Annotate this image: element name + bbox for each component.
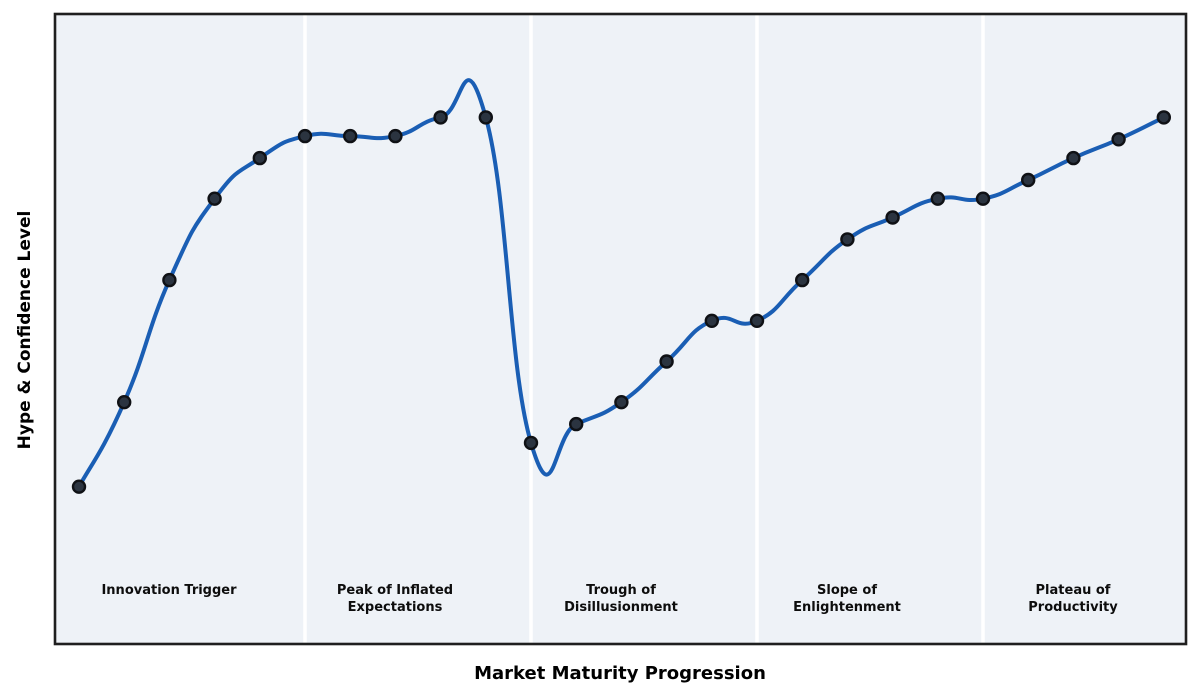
phase-label-text: Peak of Inflated	[336, 583, 454, 598]
data-point-marker	[704, 313, 719, 328]
data-point-marker	[749, 313, 765, 328]
phase-label-text: Plateau of	[1035, 583, 1111, 598]
phase-label-text: Disillusionment	[564, 600, 678, 615]
data-point-marker	[343, 128, 358, 144]
data-point-marker	[297, 128, 313, 144]
y-axis-title: Hype & Confidence Level	[15, 210, 35, 450]
data-point-marker	[162, 272, 177, 288]
data-point-marker	[659, 354, 674, 369]
phase-label-peak-of-inflated-expectations: Peak of Inflated Expectations	[285, 582, 505, 616]
plot-background	[55, 14, 1186, 644]
phase-label-text: Expectations	[347, 600, 443, 615]
data-point-marker	[840, 232, 855, 247]
data-point-marker	[1111, 132, 1126, 147]
data-point-marker	[388, 128, 403, 144]
data-point-marker	[614, 395, 629, 410]
phase-label-text: Innovation Trigger	[101, 583, 237, 598]
data-point-marker	[207, 191, 222, 206]
data-point-marker	[1156, 110, 1172, 125]
phase-label-trough-of-disillusionment: Trough of Disillusionment	[511, 582, 731, 616]
data-point-marker	[1020, 172, 1036, 188]
data-point-marker	[1066, 150, 1081, 166]
data-point-marker	[478, 110, 493, 125]
phase-label-text: Enlightenment	[793, 600, 901, 615]
plot-border	[53, 12, 1188, 646]
data-point-marker	[569, 416, 584, 432]
phase-label-slope-of-enlightenment: Slope of Enlightenment	[737, 582, 957, 616]
data-point-markers	[71, 110, 1172, 494]
data-point-marker	[71, 479, 87, 494]
data-point-marker	[930, 191, 945, 206]
data-point-marker	[523, 435, 539, 451]
data-point-marker	[975, 191, 991, 206]
data-point-marker	[885, 210, 900, 225]
data-point-marker	[433, 110, 448, 125]
phase-label-text: Slope of	[817, 583, 877, 598]
hype-curve	[77, 78, 1166, 489]
x-axis-title: Market Maturity Progression	[474, 663, 766, 684]
phase-label-text: Productivity	[1028, 600, 1118, 615]
data-point-marker	[252, 150, 267, 166]
data-point-marker	[795, 272, 810, 288]
data-point-marker	[116, 395, 132, 410]
phase-label-innovation-trigger: Innovation Trigger	[59, 582, 279, 599]
phase-label-text: Trough of	[586, 583, 656, 598]
phase-label-plateau-of-productivity: Plateau of Productivity	[963, 582, 1183, 616]
phase-dividers	[303, 15, 985, 643]
